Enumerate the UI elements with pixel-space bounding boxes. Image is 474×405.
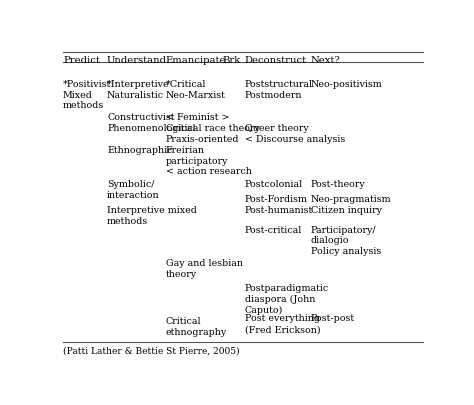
Text: Poststructural
Postmodern: Poststructural Postmodern bbox=[245, 80, 313, 100]
Text: < Discourse analysis: < Discourse analysis bbox=[245, 135, 345, 144]
Text: Constructivist: Constructivist bbox=[107, 113, 174, 122]
Text: Neo-positivism: Neo-positivism bbox=[311, 80, 383, 89]
Text: Freirian
participatory
< action research: Freirian participatory < action research bbox=[166, 146, 252, 177]
Text: Brk: Brk bbox=[223, 56, 241, 65]
Text: Neo-pragmatism: Neo-pragmatism bbox=[311, 195, 392, 204]
Text: Critical race theory: Critical race theory bbox=[166, 124, 260, 133]
Text: Symbolic/
interaction: Symbolic/ interaction bbox=[107, 180, 160, 200]
Text: (Patti Lather & Bettie St Pierre, 2005): (Patti Lather & Bettie St Pierre, 2005) bbox=[63, 346, 239, 355]
Text: Gay and lesbian
theory: Gay and lesbian theory bbox=[166, 259, 243, 279]
Text: Post-post: Post-post bbox=[311, 314, 355, 323]
Text: Praxis-oriented: Praxis-oriented bbox=[166, 135, 239, 144]
Text: Queer theory: Queer theory bbox=[245, 124, 309, 133]
Text: Post everything
(Fred Erickson): Post everything (Fred Erickson) bbox=[245, 314, 320, 334]
Text: Post-Fordism: Post-Fordism bbox=[245, 195, 308, 204]
Text: Post-humanist: Post-humanist bbox=[245, 207, 313, 215]
Text: Understand: Understand bbox=[107, 56, 167, 65]
Text: *Critical
Neo-Marxist: *Critical Neo-Marxist bbox=[166, 80, 226, 100]
Text: < Feminist >: < Feminist > bbox=[166, 113, 229, 122]
Text: Participatory/
dialogio
Policy analysis: Participatory/ dialogio Policy analysis bbox=[311, 226, 381, 256]
Text: Ethnographic: Ethnographic bbox=[107, 146, 173, 155]
Text: *Positivist
Mixed
methods: *Positivist Mixed methods bbox=[63, 80, 111, 110]
Text: Interpretive mixed
methods: Interpretive mixed methods bbox=[107, 207, 197, 226]
Text: Postparadigmatic
diaspora (John
Caputo): Postparadigmatic diaspora (John Caputo) bbox=[245, 284, 329, 315]
Text: *Interpretive
Naturalistic: *Interpretive Naturalistic bbox=[107, 80, 170, 100]
Text: Critical
ethnography: Critical ethnography bbox=[166, 317, 227, 337]
Text: Deconstruct: Deconstruct bbox=[245, 56, 307, 65]
Text: Predict: Predict bbox=[63, 56, 100, 65]
Text: Post-theory: Post-theory bbox=[311, 179, 365, 189]
Text: Post-critical: Post-critical bbox=[245, 226, 302, 235]
Text: Phenomenological: Phenomenological bbox=[107, 124, 196, 133]
Text: Postcolonial: Postcolonial bbox=[245, 179, 303, 189]
Text: Next?: Next? bbox=[311, 56, 341, 65]
Text: Citizen inquiry: Citizen inquiry bbox=[311, 207, 382, 215]
Text: Emancipate: Emancipate bbox=[166, 56, 226, 65]
